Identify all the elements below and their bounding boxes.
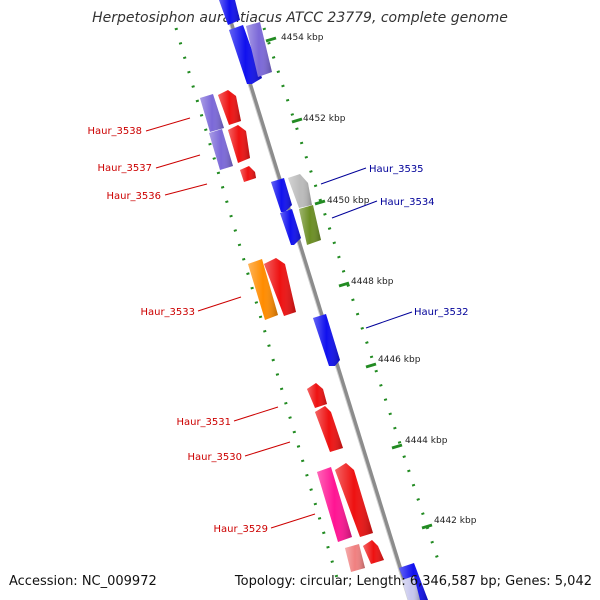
gene-label-haur-3537[interactable]: Haur_3537 xyxy=(97,163,152,174)
leader-haur-3530 xyxy=(244,441,291,457)
gene-haur-3538-red[interactable] xyxy=(218,90,241,125)
leader-haur-3537 xyxy=(155,154,201,169)
gene-haur-3532[interactable] xyxy=(313,314,340,366)
gene-haur-3534-olive[interactable] xyxy=(299,205,321,245)
gene-label-haur-3531[interactable]: Haur_3531 xyxy=(176,417,231,428)
gene-bottom-lavender[interactable] xyxy=(402,576,420,600)
scale-ticks xyxy=(265,36,433,530)
gene-haur-3535-blue[interactable] xyxy=(271,178,292,212)
gene-haur-3530[interactable] xyxy=(315,406,343,452)
gene-label-haur-3538[interactable]: Haur_3538 xyxy=(87,126,142,137)
genome-backbone xyxy=(222,0,412,600)
scale-label-4452: 4452 kbp xyxy=(303,114,346,124)
scale-tick-4446 xyxy=(365,362,377,369)
topology-text: Topology: circular; Length: 6,346,587 bp… xyxy=(234,574,592,589)
leader-haur-3532 xyxy=(365,311,413,329)
gene-label-haur-3534[interactable]: Haur_3534 xyxy=(380,197,435,208)
outer-dotted-ring xyxy=(262,27,440,561)
gene-haur-3533-orange[interactable] xyxy=(248,259,278,320)
scale-label-4444: 4444 kbp xyxy=(405,436,448,446)
gene-label-haur-3535[interactable]: Haur_3535 xyxy=(369,164,424,175)
gene-label-haur-3533[interactable]: Haur_3533 xyxy=(140,307,195,318)
inner-dotted-ring xyxy=(174,27,339,579)
gene-label-haur-3530[interactable]: Haur_3530 xyxy=(187,452,242,463)
scale-tick-4450 xyxy=(314,199,326,206)
accession-text: Accession: NC_009972 xyxy=(9,574,157,589)
gene-haur-3537-purple[interactable] xyxy=(209,129,233,170)
gene-top-blue[interactable] xyxy=(219,0,262,84)
leader-haur-3529 xyxy=(270,513,316,529)
gene-top-lavender[interactable] xyxy=(246,22,272,77)
gene-bottom-red[interactable] xyxy=(363,540,384,564)
leader-haur-3536 xyxy=(164,183,208,196)
leader-haur-3531 xyxy=(233,406,279,422)
scale-label-4448: 4448 kbp xyxy=(351,277,394,287)
gene-haur-3533-red[interactable] xyxy=(264,258,296,316)
gene-haur-3537-red[interactable] xyxy=(228,125,250,163)
gene-label-haur-3532[interactable]: Haur_3532 xyxy=(414,307,469,318)
gene-label-haur-3536[interactable]: Haur_3536 xyxy=(106,191,161,202)
leader-haur-3533 xyxy=(197,296,242,312)
scale-tick-4444 xyxy=(391,443,403,450)
scale-tick-4442 xyxy=(421,523,433,530)
scale-label-4442: 4442 kbp xyxy=(434,516,477,526)
gene-haur-3538-purple[interactable] xyxy=(200,94,224,132)
scale-tick-4452 xyxy=(291,117,303,124)
leader-haur-3538 xyxy=(145,117,191,132)
scale-tick-4448 xyxy=(338,281,350,288)
gene-haur-3536[interactable] xyxy=(240,166,256,182)
gene-label-haur-3529[interactable]: Haur_3529 xyxy=(213,524,268,535)
scale-tick-4454 xyxy=(265,36,277,43)
genome-title: Herpetosiphon aurantiacus ATCC 23779, co… xyxy=(92,10,508,26)
gene-haur-3534-blue[interactable] xyxy=(280,209,301,245)
leader-haur-3535 xyxy=(320,167,367,185)
gene-haur-3535-gray[interactable] xyxy=(288,174,312,208)
genome-backbone-highlight xyxy=(221,0,409,600)
gene-haur-3529-red[interactable] xyxy=(335,463,373,537)
gene-haur-3529-pink[interactable] xyxy=(317,467,352,542)
scale-label-4446: 4446 kbp xyxy=(378,355,421,365)
scale-label-4454: 4454 kbp xyxy=(281,33,324,43)
gene-bottom-salmon[interactable] xyxy=(345,544,365,572)
gene-haur-3531[interactable] xyxy=(307,383,327,408)
leader-haur-3534 xyxy=(331,200,378,219)
scale-label-4450: 4450 kbp xyxy=(327,196,370,206)
